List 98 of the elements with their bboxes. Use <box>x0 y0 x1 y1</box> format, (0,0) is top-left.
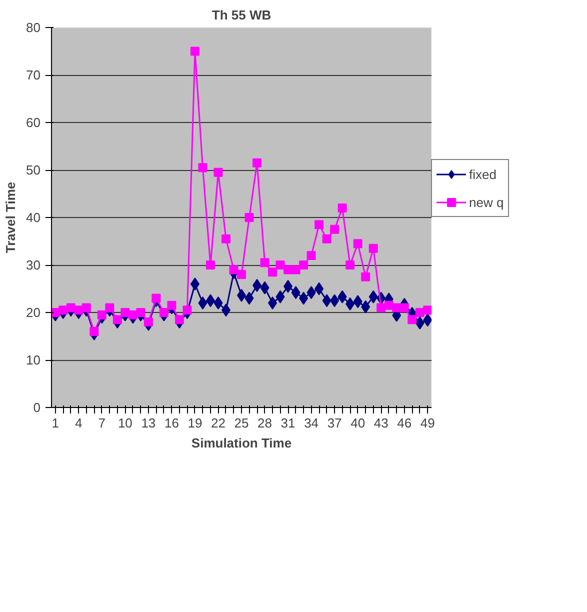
point <box>361 300 370 314</box>
point <box>299 292 308 305</box>
y-tick-label: 20 <box>26 305 41 320</box>
point <box>97 310 106 320</box>
point <box>392 303 402 312</box>
y-tick-label: 70 <box>26 68 41 82</box>
point <box>330 294 340 308</box>
point <box>190 46 200 56</box>
x-tick-label: 28 <box>258 416 272 430</box>
y-tick-label: 10 <box>26 352 41 368</box>
point <box>244 292 254 305</box>
point <box>252 278 262 292</box>
y-tick-label: 50 <box>26 162 41 178</box>
point <box>244 213 254 222</box>
point <box>120 308 130 317</box>
point <box>330 224 340 234</box>
point <box>252 158 262 168</box>
point <box>368 244 378 253</box>
y-tick-label: 60 <box>26 115 41 130</box>
x-tick-label: 40 <box>350 416 366 430</box>
point <box>353 239 362 248</box>
x-tick-label: 10 <box>118 416 132 430</box>
point <box>353 295 362 308</box>
point <box>214 168 223 177</box>
point <box>136 308 146 317</box>
point <box>276 260 285 270</box>
y-tick-label: 40 <box>26 210 41 225</box>
point <box>260 258 270 268</box>
y-tick-label: 0 <box>33 400 41 415</box>
point <box>221 234 230 244</box>
point <box>338 290 347 304</box>
x-tick-label: 19 <box>188 416 202 430</box>
point <box>206 260 215 270</box>
point <box>214 296 223 310</box>
x-tick-label: 49 <box>420 416 435 430</box>
point <box>338 204 347 212</box>
point <box>237 270 246 279</box>
point <box>322 234 332 244</box>
point <box>190 278 200 290</box>
point <box>198 163 208 172</box>
point <box>408 315 417 324</box>
x-tick-label: 34 <box>304 416 319 430</box>
x-tick-label: 4 <box>75 416 82 430</box>
point <box>159 308 168 317</box>
point <box>322 294 332 308</box>
point <box>361 272 370 282</box>
point <box>368 290 378 304</box>
point <box>90 327 99 336</box>
point <box>174 315 184 324</box>
point <box>306 286 316 300</box>
point <box>291 265 300 274</box>
point <box>299 260 308 270</box>
x-tick-label: 25 <box>234 416 249 430</box>
x-tick-label: 16 <box>164 416 179 430</box>
point <box>346 260 355 270</box>
point <box>268 268 278 277</box>
point <box>400 303 409 312</box>
point <box>346 297 355 310</box>
x-tick-label: 43 <box>374 416 388 430</box>
x-tick-label: 13 <box>141 416 156 430</box>
legend-label: new q <box>469 194 504 210</box>
point <box>306 251 316 260</box>
x-tick-label: 1 <box>52 416 59 430</box>
point <box>291 286 300 300</box>
y-axis-title: Travel Time <box>3 182 18 254</box>
point <box>167 300 176 310</box>
x-tick-label: 37 <box>327 416 342 430</box>
y-tick-label: 30 <box>26 258 41 272</box>
x-tick-label: 7 <box>98 416 106 430</box>
point <box>284 265 293 274</box>
point <box>144 318 153 326</box>
y-tick-label: 80 <box>26 20 41 35</box>
point <box>82 303 91 312</box>
point <box>314 282 324 296</box>
point <box>105 303 114 312</box>
point <box>415 316 424 330</box>
point <box>423 306 432 315</box>
x-tick-label: 22 <box>211 416 226 430</box>
point <box>58 306 68 315</box>
point <box>206 294 215 308</box>
x-axis-title: Simulation Time <box>191 436 292 450</box>
point <box>152 294 161 303</box>
point <box>260 281 270 294</box>
point <box>112 315 122 324</box>
legend-label: fixed <box>469 166 496 182</box>
point <box>284 280 293 293</box>
point <box>229 265 238 274</box>
point <box>376 303 386 312</box>
x-tick-label: 31 <box>280 416 296 430</box>
x-tick-label: 46 <box>397 416 412 430</box>
point <box>198 296 208 310</box>
point <box>314 220 324 230</box>
point <box>276 290 285 304</box>
point <box>221 304 230 317</box>
chart-title: Th 55 WB <box>212 8 272 22</box>
point <box>182 306 192 315</box>
point <box>268 296 278 310</box>
point <box>74 306 84 315</box>
